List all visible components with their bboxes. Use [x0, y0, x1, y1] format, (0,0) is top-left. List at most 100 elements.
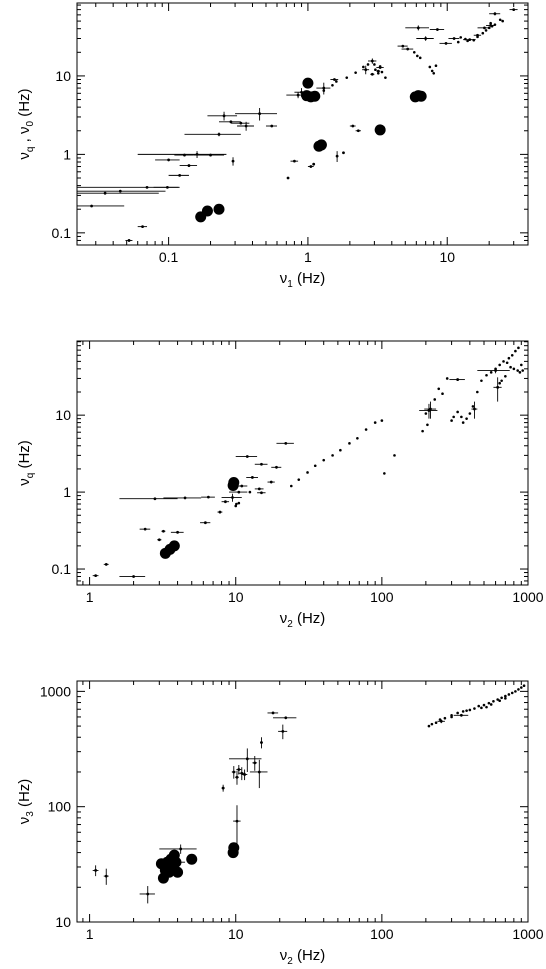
plot-frame	[76, 680, 529, 923]
y-axis-label: ν3 (Hz)	[16, 779, 36, 825]
data-point-errorbar	[155, 158, 180, 162]
data-point-small	[418, 56, 422, 60]
x-tick-label: 100	[370, 589, 394, 605]
data-point-small	[505, 361, 509, 365]
data-point-small	[433, 398, 437, 401]
data-point-small	[472, 38, 476, 42]
errorbar-center	[104, 874, 108, 878]
data-point-errorbar	[307, 165, 314, 168]
errorbar-center	[127, 239, 131, 242]
data-point-errorbar	[257, 491, 266, 495]
data-point-errorbar	[252, 756, 258, 771]
data-point-small	[452, 415, 455, 419]
data-point-large	[168, 540, 180, 552]
data-point-small	[345, 76, 349, 79]
errorbar-center	[235, 775, 239, 779]
errorbar-center	[258, 112, 262, 116]
data-point-small	[489, 21, 492, 25]
x-axis-label-symbol: ν	[280, 610, 288, 627]
data-point-errorbar	[184, 132, 241, 137]
data-point-small	[297, 478, 301, 481]
data-point-small	[366, 63, 370, 66]
errorbar-center	[468, 38, 472, 42]
data-point-small	[450, 419, 453, 422]
data-point-large	[186, 853, 198, 865]
x-tick-label: 1	[86, 926, 94, 942]
plot-frame	[76, 2, 529, 246]
x-axis-label-subscript: 2	[287, 956, 293, 967]
data-point-errorbar	[207, 111, 238, 121]
errorbar-center	[406, 47, 410, 51]
data-point-errorbar	[221, 493, 242, 502]
data-point-errorbar	[92, 865, 99, 877]
y-axis-label: νq , ν0 (Hz)	[16, 88, 36, 159]
data-point-large	[315, 139, 327, 151]
data-point-errorbar	[489, 12, 501, 16]
data-point-large	[201, 205, 213, 217]
errorbar-center	[284, 716, 288, 720]
data-point-errorbar	[125, 239, 133, 242]
data-point-small	[313, 93, 317, 96]
data-point-small	[416, 54, 419, 58]
data-point-errorbar	[260, 737, 263, 749]
data-point-small	[521, 369, 525, 372]
data-point-errorbar	[137, 151, 227, 158]
data-point-small	[510, 691, 514, 695]
data-point-errorbar	[77, 191, 159, 195]
data-point-errorbar	[241, 769, 248, 781]
data-point-small	[517, 346, 520, 350]
errorbar-center	[165, 185, 169, 189]
errorbar-center	[176, 530, 179, 534]
errorbar-center	[94, 869, 98, 872]
data-point-errorbar	[362, 65, 370, 75]
data-point-errorbar	[221, 500, 230, 504]
data-point-errorbar	[453, 713, 469, 717]
errorbar-center	[342, 151, 345, 155]
errorbar-center	[269, 480, 273, 484]
data-point-small	[477, 704, 481, 708]
y-axis-label-second-subscript: 0	[25, 120, 36, 126]
errorbar-center	[444, 41, 448, 45]
errorbar-center	[322, 86, 326, 90]
data-point-small	[376, 72, 380, 75]
errorbar-center	[94, 574, 98, 578]
data-point-errorbar	[276, 441, 294, 445]
data-point-small	[520, 363, 523, 367]
x-axis-label-unit: (Hz)	[293, 610, 326, 627]
y-tick-label: 10	[55, 407, 71, 423]
data-point-small	[430, 69, 434, 73]
errorbar-center	[260, 491, 263, 495]
data-point-small	[348, 442, 351, 445]
data-point-errorbar	[416, 36, 434, 41]
data-point-small	[465, 417, 468, 420]
data-point-errorbar	[355, 129, 361, 133]
data-point-errorbar	[254, 487, 264, 491]
data-point-small	[339, 448, 342, 452]
errorbar-center	[218, 510, 222, 514]
data-point-small	[485, 705, 488, 709]
data-point-small	[496, 698, 499, 701]
data-point-errorbar	[335, 151, 339, 162]
x-axis-label-symbol: ν	[280, 270, 288, 287]
data-point-errorbar	[235, 770, 239, 785]
data-point-small	[461, 421, 465, 424]
data-point-large	[228, 842, 240, 854]
errorbar-center	[370, 59, 374, 63]
errorbar-center	[493, 12, 497, 16]
data-point-small	[468, 412, 472, 415]
data-point-small	[504, 697, 507, 700]
data-point-errorbar	[161, 529, 166, 533]
data-point-errorbar	[477, 368, 510, 374]
data-point-errorbar	[139, 527, 151, 531]
data-point-small	[476, 35, 479, 39]
y-axis-label-symbol: ν	[16, 478, 33, 486]
y-axis-label-subscript: 3	[25, 811, 36, 817]
data-point-errorbar	[271, 465, 282, 469]
y-tick-label: 1000	[40, 683, 71, 699]
errorbar-center	[245, 757, 249, 761]
errorbar-center	[244, 124, 248, 128]
errorbar-center	[90, 204, 93, 208]
y-axis-label: νq (Hz)	[16, 440, 36, 486]
